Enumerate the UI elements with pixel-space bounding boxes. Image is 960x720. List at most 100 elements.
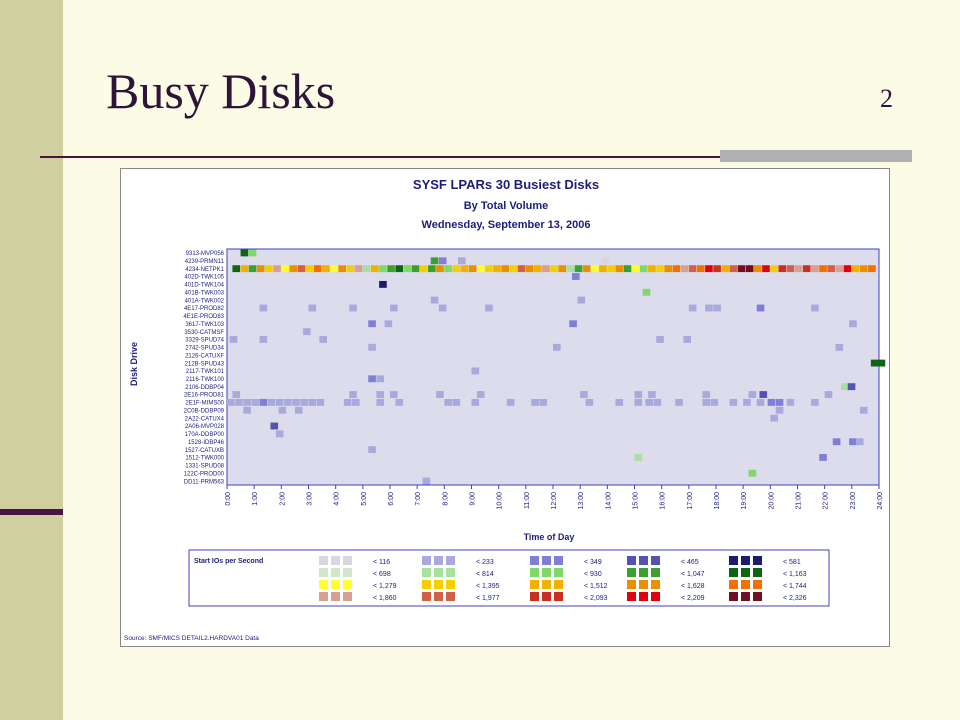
x-tick-label: 19:00 — [741, 492, 748, 510]
heat-cell — [460, 265, 469, 273]
legend-swatch — [554, 556, 563, 565]
heat-cell — [702, 391, 711, 398]
heat-cell — [580, 391, 588, 398]
heat-cell — [623, 265, 632, 273]
heat-cell — [316, 398, 325, 406]
heat-cell — [533, 265, 542, 273]
slide-number: 2 — [880, 84, 893, 113]
heat-cell — [748, 469, 757, 477]
title-rule — [40, 156, 912, 158]
heat-cell — [330, 265, 338, 273]
legend-swatch — [729, 556, 738, 565]
heat-cell — [248, 249, 257, 257]
legend-swatch — [651, 580, 660, 589]
heat-cell — [832, 438, 841, 446]
heat-cell — [811, 265, 819, 273]
heat-cell — [811, 304, 819, 312]
x-tick-label: 12:00 — [551, 492, 558, 510]
legend-label: < 1,512 — [584, 583, 608, 590]
heat-cell — [235, 398, 243, 406]
heat-cell — [756, 398, 765, 406]
heat-cell — [485, 304, 493, 312]
heat-cell — [710, 398, 719, 406]
heat-cell — [743, 398, 751, 406]
heat-cell — [368, 343, 376, 351]
legend-swatch — [319, 592, 328, 601]
legend-swatch — [343, 592, 352, 601]
heat-cell — [572, 273, 580, 280]
x-tick-label: 18:00 — [714, 492, 721, 510]
heat-cell — [501, 265, 509, 273]
heat-cell — [786, 265, 795, 273]
legend-label: < 814 — [476, 571, 494, 578]
heat-cell — [680, 265, 689, 273]
x-tick-label: 1:00 — [252, 492, 259, 506]
legend-label: < 1,395 — [476, 583, 500, 590]
legend-swatch — [434, 580, 443, 589]
heat-cell — [485, 265, 493, 273]
legend-swatch — [651, 556, 660, 565]
heat-cell — [601, 257, 610, 265]
y-tick-label: 2A22-CATUX4 — [185, 416, 225, 422]
y-tick-label: 4E1E-PROD83 — [183, 314, 224, 320]
heat-cell — [558, 265, 567, 273]
heat-cell — [379, 265, 387, 273]
heat-cell — [851, 265, 860, 273]
slide-title: Busy Disks — [106, 63, 336, 119]
legend-swatch — [627, 556, 636, 565]
x-tick-label: 4:00 — [334, 492, 341, 506]
legend-swatch — [542, 556, 551, 565]
heat-cell — [338, 265, 346, 273]
heat-cell — [778, 265, 787, 273]
heat-cell — [300, 398, 308, 406]
heat-cell — [656, 265, 664, 273]
heat-cell — [476, 265, 485, 273]
y-tick-label: 401B-TWK003 — [185, 290, 225, 296]
heat-cell — [696, 265, 705, 273]
heat-cell — [786, 398, 795, 406]
heat-cell — [767, 398, 776, 406]
x-tick-label: 11:00 — [524, 492, 531, 509]
y-tick-label: 2126-CATUXF — [185, 353, 224, 359]
heat-cell — [811, 398, 819, 406]
heat-cell — [868, 265, 876, 273]
heat-cell — [297, 265, 306, 273]
legend-swatch — [753, 568, 762, 577]
legend-swatch — [422, 556, 431, 565]
heat-cell — [683, 336, 692, 343]
heat-cell — [639, 265, 648, 273]
heat-cell — [362, 265, 371, 273]
legend-swatch — [343, 556, 352, 565]
heat-cell — [270, 422, 279, 430]
legend-swatch — [554, 580, 563, 589]
legend-swatch — [446, 556, 455, 565]
heat-cell — [688, 304, 697, 312]
heatmap-chart: SYSF LPARs 30 Busiest Disks By Total Vol… — [124, 177, 886, 642]
heat-cell — [675, 398, 683, 406]
heat-cell — [642, 288, 651, 296]
x-tick-label: 16:00 — [660, 492, 667, 510]
heat-cell — [729, 265, 738, 273]
y-tick-label: 9313-MVP056 — [186, 251, 225, 257]
x-tick-label: 8:00 — [442, 492, 449, 506]
heat-cell — [281, 265, 289, 273]
heat-cell — [411, 265, 420, 273]
legend-swatch — [627, 568, 636, 577]
heat-cell — [645, 398, 653, 406]
heat-cell — [705, 304, 713, 312]
heat-cell — [229, 336, 238, 343]
x-tick-label: 10:00 — [497, 492, 504, 510]
heat-cell — [248, 265, 257, 273]
legend-label: < 1,163 — [783, 571, 807, 578]
heat-cell — [631, 265, 640, 273]
x-tick-label: 15:00 — [633, 492, 640, 510]
legend-swatch — [651, 592, 660, 601]
heat-cell — [346, 265, 355, 273]
legend-swatch — [753, 580, 762, 589]
legend-swatch — [639, 556, 648, 565]
heat-cell — [745, 265, 754, 273]
heat-cell — [284, 398, 292, 406]
heat-cell — [759, 391, 768, 398]
heat-cell — [835, 343, 844, 351]
chart-title: SYSF LPARs 30 Busiest Disks — [413, 177, 599, 192]
